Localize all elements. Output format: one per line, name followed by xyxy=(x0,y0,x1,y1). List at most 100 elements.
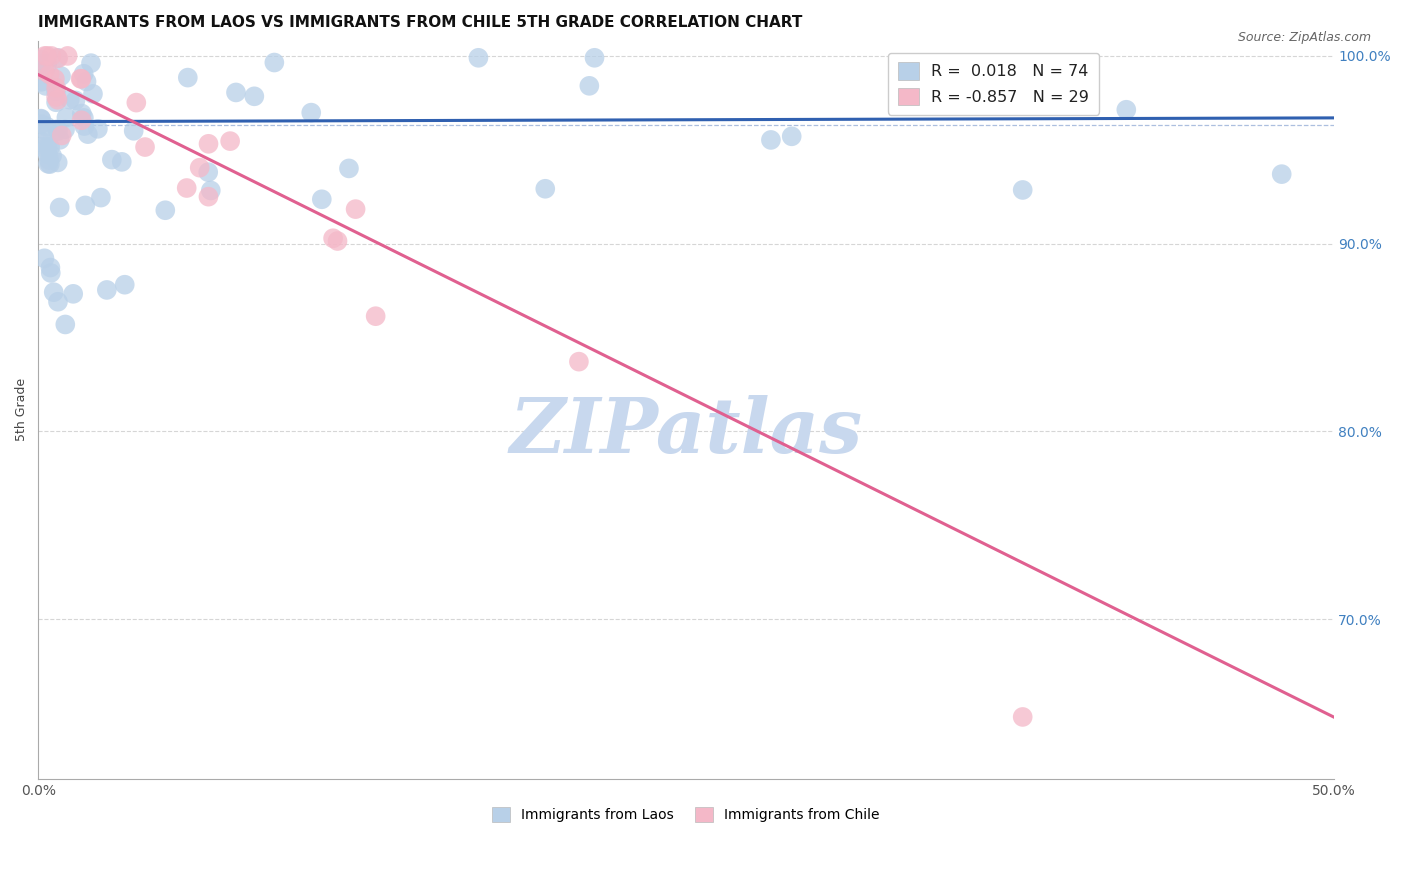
Point xyxy=(35,78,58,93)
Point xyxy=(37,147,59,161)
Point xyxy=(31,140,53,154)
Point xyxy=(70,106,93,120)
Point xyxy=(534,182,557,196)
Point xyxy=(134,140,156,154)
Point xyxy=(96,283,118,297)
Point xyxy=(46,122,69,136)
Point xyxy=(114,277,136,292)
Point xyxy=(41,49,63,63)
Point xyxy=(35,49,58,63)
Point xyxy=(80,56,103,70)
Point xyxy=(34,49,56,63)
Point xyxy=(30,112,52,127)
Point xyxy=(37,157,59,171)
Point xyxy=(70,113,93,128)
Point xyxy=(73,111,96,125)
Point xyxy=(578,78,600,93)
Point xyxy=(39,140,62,154)
Point xyxy=(225,86,247,100)
Point xyxy=(46,294,69,309)
Point xyxy=(49,69,72,83)
Point xyxy=(39,266,62,280)
Point xyxy=(76,127,98,141)
Point xyxy=(90,191,112,205)
Point xyxy=(51,128,73,143)
Point xyxy=(1011,183,1033,197)
Point xyxy=(322,231,344,245)
Point xyxy=(38,153,60,167)
Point xyxy=(326,234,349,248)
Point xyxy=(46,155,69,169)
Point xyxy=(155,203,177,218)
Point xyxy=(200,184,222,198)
Point xyxy=(45,81,67,95)
Point xyxy=(759,133,782,147)
Point xyxy=(56,49,79,63)
Point xyxy=(34,252,56,266)
Point xyxy=(31,75,53,89)
Point xyxy=(76,74,98,88)
Point xyxy=(37,140,59,154)
Point xyxy=(62,286,84,301)
Point xyxy=(38,157,60,171)
Point xyxy=(188,161,211,175)
Point xyxy=(37,57,59,71)
Point xyxy=(364,309,387,323)
Point xyxy=(46,124,69,138)
Point xyxy=(111,154,134,169)
Point xyxy=(568,354,591,368)
Point xyxy=(42,285,65,300)
Legend: Immigrants from Laos, Immigrants from Chile: Immigrants from Laos, Immigrants from Ch… xyxy=(486,801,886,827)
Point xyxy=(176,181,198,195)
Point xyxy=(69,71,91,86)
Point xyxy=(44,71,66,86)
Point xyxy=(780,129,803,144)
Point xyxy=(30,112,52,126)
Point xyxy=(243,89,266,103)
Point xyxy=(46,51,69,65)
Point xyxy=(59,93,82,107)
Point xyxy=(32,136,55,150)
Point xyxy=(125,95,148,110)
Point xyxy=(46,51,69,65)
Point xyxy=(1271,167,1294,181)
Point xyxy=(75,198,97,212)
Text: IMMIGRANTS FROM LAOS VS IMMIGRANTS FROM CHILE 5TH GRADE CORRELATION CHART: IMMIGRANTS FROM LAOS VS IMMIGRANTS FROM … xyxy=(38,15,803,30)
Point xyxy=(101,153,124,167)
Point xyxy=(583,51,606,65)
Point xyxy=(177,70,200,85)
Point xyxy=(87,121,110,136)
Point xyxy=(34,64,56,78)
Point xyxy=(45,84,67,98)
Point xyxy=(122,124,145,138)
Point xyxy=(38,67,60,81)
Point xyxy=(41,149,63,163)
Point xyxy=(30,53,52,67)
Point xyxy=(1011,710,1033,724)
Point xyxy=(467,51,489,65)
Point xyxy=(30,117,52,131)
Point xyxy=(337,161,360,176)
Point xyxy=(53,318,76,332)
Point xyxy=(311,192,333,206)
Point xyxy=(219,134,242,148)
Point xyxy=(73,67,96,81)
Text: ZIPatlas: ZIPatlas xyxy=(509,395,862,469)
Point xyxy=(197,136,219,151)
Point xyxy=(344,202,367,216)
Text: Source: ZipAtlas.com: Source: ZipAtlas.com xyxy=(1237,31,1371,45)
Point xyxy=(49,133,72,147)
Point xyxy=(197,189,219,203)
Point xyxy=(30,57,52,71)
Point xyxy=(46,93,69,107)
Point xyxy=(299,105,322,120)
Point xyxy=(45,95,67,110)
Point xyxy=(53,122,76,136)
Point xyxy=(70,71,93,86)
Point xyxy=(197,165,219,179)
Point xyxy=(35,124,58,138)
Point xyxy=(48,201,70,215)
Point xyxy=(35,120,58,134)
Point xyxy=(55,111,77,125)
Point xyxy=(65,94,87,108)
